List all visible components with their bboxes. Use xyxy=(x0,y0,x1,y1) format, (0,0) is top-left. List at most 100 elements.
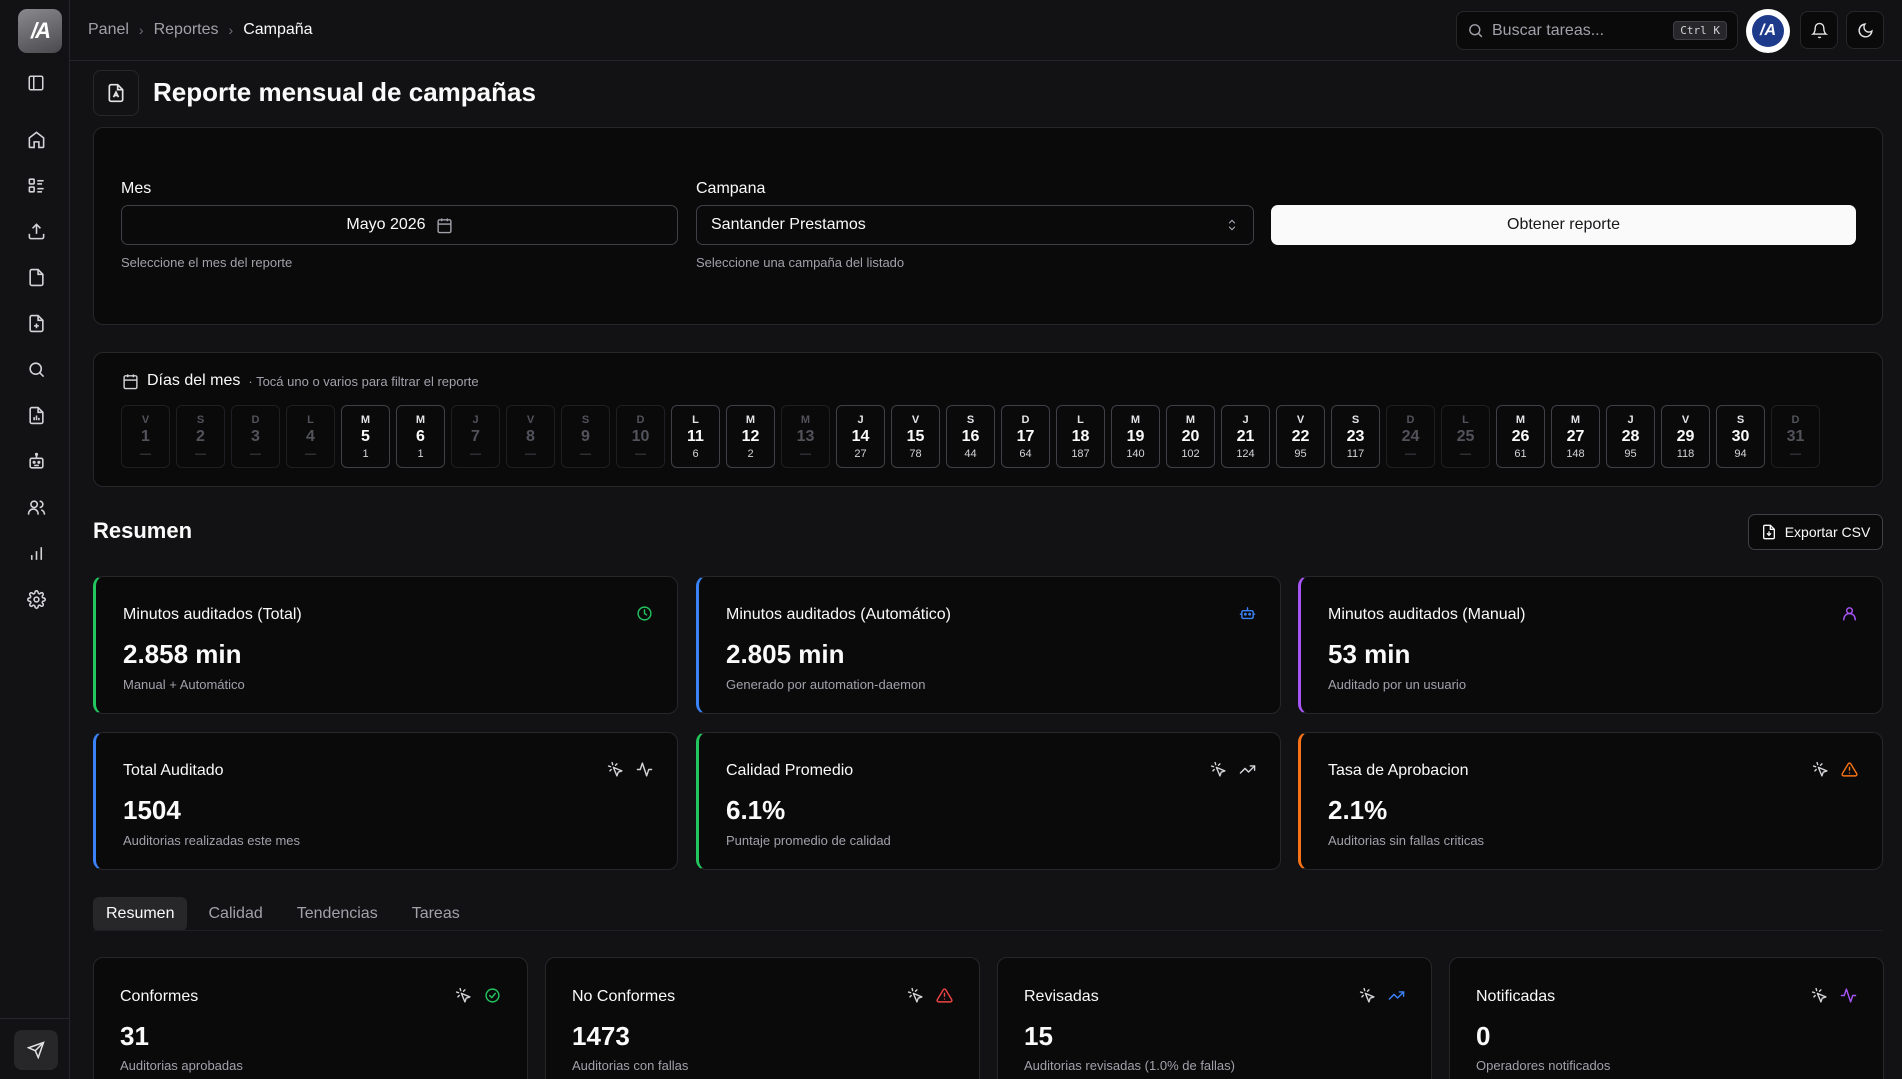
day-chip[interactable]: S 30 94 xyxy=(1716,405,1765,468)
day-chip[interactable]: M 26 61 xyxy=(1496,405,1545,468)
day-chip[interactable]: S 2 — xyxy=(176,405,225,468)
pointer-click-icon[interactable] xyxy=(1811,987,1828,1004)
day-chip[interactable]: J 28 95 xyxy=(1606,405,1655,468)
tabs-divider xyxy=(93,930,1883,931)
day-chip[interactable]: J 21 124 xyxy=(1221,405,1270,468)
day-weekday: L xyxy=(692,413,699,426)
app-logo[interactable]: /A xyxy=(18,9,62,53)
chevron-right-icon: › xyxy=(228,22,234,38)
pointer-click-icon[interactable] xyxy=(1359,987,1376,1004)
day-chip[interactable]: V 8 — xyxy=(506,405,555,468)
day-chip[interactable]: L 18 187 xyxy=(1056,405,1105,468)
day-chip[interactable]: V 22 95 xyxy=(1276,405,1325,468)
day-weekday: L xyxy=(307,413,314,426)
day-chip[interactable]: V 29 118 xyxy=(1661,405,1710,468)
day-chip[interactable]: M 13 — xyxy=(781,405,830,468)
day-count: 64 xyxy=(1019,447,1032,460)
breadcrumb: Panel › Reportes › Campaña xyxy=(88,21,313,39)
day-weekday: J xyxy=(857,413,864,426)
day-chip[interactable]: S 23 117 xyxy=(1331,405,1380,468)
theme-toggle-button[interactable] xyxy=(1846,11,1884,49)
day-chip[interactable]: M 19 140 xyxy=(1111,405,1160,468)
robot-icon[interactable] xyxy=(24,449,48,473)
day-weekday: D xyxy=(251,413,260,426)
gear-icon[interactable] xyxy=(24,587,48,611)
day-chip[interactable]: D 3 — xyxy=(231,405,280,468)
day-chip[interactable]: J 7 — xyxy=(451,405,500,468)
day-chip[interactable]: L 4 — xyxy=(286,405,335,468)
file-chart-icon[interactable] xyxy=(24,403,48,427)
day-chip[interactable]: D 24 — xyxy=(1386,405,1435,468)
day-chip[interactable]: D 31 — xyxy=(1771,405,1820,468)
day-weekday: D xyxy=(1021,413,1030,426)
pointer-click-icon[interactable] xyxy=(1210,761,1227,778)
tab-resumen[interactable]: Resumen xyxy=(93,897,188,931)
day-chip[interactable]: M 12 2 xyxy=(726,405,775,468)
day-number: 29 xyxy=(1676,427,1695,445)
metric-value: 53 min xyxy=(1328,639,1411,669)
status-icons xyxy=(1359,987,1405,1004)
status-icons xyxy=(907,987,953,1004)
day-count: — xyxy=(250,447,261,460)
get-report-button[interactable]: Obtener reporte xyxy=(1271,205,1856,245)
day-count: — xyxy=(1405,447,1416,460)
metric-title: Minutos auditados (Manual) xyxy=(1328,606,1526,623)
panel-toggle-icon[interactable] xyxy=(24,71,48,95)
metric-icons xyxy=(1812,761,1858,778)
file-icon[interactable] xyxy=(24,265,48,289)
days-header: Días del mes · Tocá uno o varios para fi… xyxy=(122,372,479,390)
day-number: 12 xyxy=(741,427,760,445)
day-chip[interactable]: J 14 27 xyxy=(836,405,885,468)
day-chip[interactable]: D 17 64 xyxy=(1001,405,1050,468)
day-chip[interactable]: M 20 102 xyxy=(1166,405,1215,468)
avatar[interactable]: /A xyxy=(1746,9,1790,53)
pointer-click-icon[interactable] xyxy=(1812,761,1829,778)
tab-calidad[interactable]: Calidad xyxy=(208,905,263,922)
send-icon[interactable] xyxy=(14,1030,58,1070)
breadcrumb-item-panel[interactable]: Panel xyxy=(88,21,129,38)
pointer-click-icon[interactable] xyxy=(607,761,624,778)
calendar-icon xyxy=(436,217,453,234)
tab-tareas[interactable]: Tareas xyxy=(411,905,460,922)
day-chip[interactable]: L 25 — xyxy=(1441,405,1490,468)
search-input[interactable]: Buscar tareas... Ctrl K xyxy=(1456,11,1738,50)
user-icon xyxy=(1841,605,1858,622)
day-chip[interactable]: S 16 44 xyxy=(946,405,995,468)
day-number: 15 xyxy=(906,427,925,445)
search-icon[interactable] xyxy=(24,357,48,381)
campaign-label: Campana xyxy=(696,180,766,197)
status-value: 0 xyxy=(1476,1021,1491,1051)
file-plus-icon[interactable] xyxy=(24,311,48,335)
day-chip[interactable]: L 11 6 xyxy=(671,405,720,468)
notifications-button[interactable] xyxy=(1800,11,1838,49)
export-csv-button[interactable]: Exportar CSV xyxy=(1748,514,1883,550)
list-icon[interactable] xyxy=(24,173,48,197)
bar-chart-icon[interactable] xyxy=(24,541,48,565)
status-card: Revisadas 15 Auditorias revisadas (1.0% de… xyxy=(997,957,1432,1079)
campaign-select[interactable]: Santander Prestamos xyxy=(696,205,1254,245)
day-chip[interactable]: M 27 148 xyxy=(1551,405,1600,468)
upload-icon[interactable] xyxy=(24,219,48,243)
day-chip[interactable]: D 10 — xyxy=(616,405,665,468)
day-count: 94 xyxy=(1734,447,1747,460)
day-chip[interactable]: V 15 78 xyxy=(891,405,940,468)
breadcrumb-item-reportes[interactable]: Reportes xyxy=(153,21,219,38)
day-count: 44 xyxy=(964,447,977,460)
day-count: — xyxy=(1460,447,1471,460)
day-chip[interactable]: S 9 — xyxy=(561,405,610,468)
day-weekday: D xyxy=(1791,413,1800,426)
home-icon[interactable] xyxy=(24,127,48,151)
day-count: — xyxy=(525,447,536,460)
status-icons xyxy=(1811,987,1857,1004)
metric-value: 2.805 min xyxy=(726,639,845,669)
tab-tendencias[interactable]: Tendencias xyxy=(296,905,378,922)
pointer-click-icon[interactable] xyxy=(455,987,472,1004)
month-picker[interactable]: Mayo 2026 xyxy=(121,205,678,245)
status-value: 31 xyxy=(120,1021,149,1051)
day-number: 27 xyxy=(1566,427,1585,445)
pointer-click-icon[interactable] xyxy=(907,987,924,1004)
users-icon[interactable] xyxy=(24,495,48,519)
day-chip[interactable]: V 1 — xyxy=(121,405,170,468)
